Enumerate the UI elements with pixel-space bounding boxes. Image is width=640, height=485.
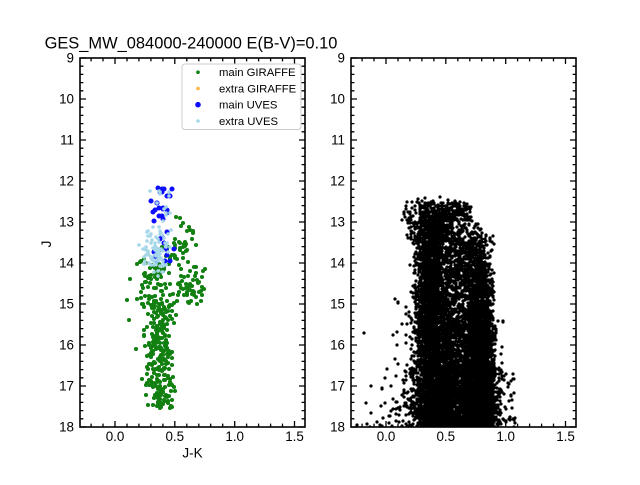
svg-text:main UVES: main UVES xyxy=(219,100,278,112)
svg-text:GES_MW_084000-240000 E(B-V)=0.: GES_MW_084000-240000 E(B-V)=0.10 xyxy=(45,35,338,53)
svg-text:11: 11 xyxy=(331,133,345,148)
svg-text:15: 15 xyxy=(59,297,74,312)
svg-text:16: 16 xyxy=(330,338,345,353)
svg-text:9: 9 xyxy=(67,51,74,66)
svg-text:0.0: 0.0 xyxy=(377,429,396,444)
svg-text:extra GIRAFFE: extra GIRAFFE xyxy=(219,83,297,95)
svg-text:18: 18 xyxy=(330,420,345,435)
svg-text:main GIRAFFE: main GIRAFFE xyxy=(219,67,296,79)
svg-text:0.5: 0.5 xyxy=(165,429,184,444)
svg-text:9: 9 xyxy=(338,51,345,66)
svg-text:13: 13 xyxy=(59,215,74,230)
svg-text:13: 13 xyxy=(330,215,345,230)
svg-text:10: 10 xyxy=(59,92,74,107)
svg-text:17: 17 xyxy=(59,379,74,394)
svg-text:J: J xyxy=(39,241,54,248)
svg-text:17: 17 xyxy=(330,379,345,394)
svg-text:15: 15 xyxy=(330,297,345,312)
svg-text:1.5: 1.5 xyxy=(285,429,304,444)
svg-text:J-K: J-K xyxy=(182,446,202,461)
svg-text:1.0: 1.0 xyxy=(496,429,515,444)
svg-text:0.5: 0.5 xyxy=(436,429,455,444)
svg-text:11: 11 xyxy=(60,133,74,148)
svg-text:extra UVES: extra UVES xyxy=(219,116,278,128)
svg-text:14: 14 xyxy=(59,256,74,271)
svg-text:14: 14 xyxy=(330,256,345,271)
svg-text:16: 16 xyxy=(59,338,74,353)
svg-text:1.5: 1.5 xyxy=(556,429,575,444)
svg-text:18: 18 xyxy=(59,420,74,435)
svg-text:0.0: 0.0 xyxy=(106,429,125,444)
svg-text:12: 12 xyxy=(59,174,74,189)
svg-text:12: 12 xyxy=(330,174,345,189)
svg-text:10: 10 xyxy=(330,92,345,107)
svg-text:1.0: 1.0 xyxy=(225,429,244,444)
